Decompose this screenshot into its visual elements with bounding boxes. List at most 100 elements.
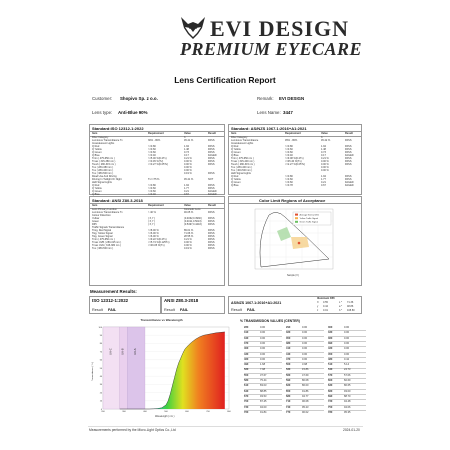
as-result-title: AS/NZS 1067.1:2016+A1:2021 — [231, 301, 282, 305]
x-tick-label: 300 — [122, 411, 126, 413]
wavelength-cell: 730 — [244, 405, 249, 409]
ansi_section-row-req: ( X,Y ) — [148, 223, 156, 226]
uv-band — [102, 326, 120, 410]
ansi_section-row-item: Colour Distortion — [92, 214, 111, 217]
transmission-cell: 94.06 — [344, 405, 351, 409]
wavelength-cell: 310 — [244, 331, 249, 335]
ansi_section-row-val: 89.01 % — [184, 229, 194, 232]
iso_section-row-item: Tuv ( 380-500 nm ) — [92, 172, 114, 175]
transmission-cell: 3.98 — [302, 363, 308, 367]
iso_section-row-val: 0.19 % — [184, 172, 192, 175]
illuminant-k2: b * — [339, 308, 343, 312]
ansi_section-row-res: PASS — [208, 211, 215, 214]
ansi_section-row-val: 0.00 % — [184, 241, 192, 244]
ansi_section-row-req: <=5.74 %(0.125Tv) — [148, 241, 170, 244]
as_section-row-item: Tmax ( 315-400 nm ) — [231, 160, 255, 163]
as_section-row-val: 1.94 — [321, 145, 326, 148]
ansi_section-row-res: PASS — [208, 241, 215, 244]
wavelength-cell: 610 — [244, 384, 249, 388]
as_section-row-req: 45% - 80% — [285, 139, 298, 142]
wavelength-cell: 590 — [286, 379, 291, 382]
transmission-cell: 94.00 — [260, 405, 267, 409]
illuminant-k2: a * — [339, 304, 343, 308]
wavelength-cell: 570 — [328, 373, 333, 377]
transmission-cell: 0.00 — [344, 341, 350, 345]
iso_section-row-item: Tmin ( 475-650 nm ) — [92, 157, 115, 160]
iso-result-label: Result — [92, 308, 103, 312]
as_section-row-item: Q Yellow — [231, 178, 241, 181]
iso_section-row-val: 0.00 % — [184, 169, 192, 172]
transmission-cell: 0.00 — [260, 326, 266, 329]
remark-value: EVI DESIGN — [279, 96, 305, 101]
iso_section-row-val: 0.00 % — [184, 166, 192, 169]
as_section-row-item: Q Green — [231, 181, 241, 184]
as_section-row-req: >=0.40 — [285, 154, 293, 157]
wavelength-cell: 460 — [244, 357, 249, 361]
iso_section-row-req: Tv>=75 % — [148, 178, 160, 181]
ansi-standard-box: Standard: ANSI Z80.3-2018 Item Requireme… — [89, 196, 225, 286]
as_section-row-item: Tuv ( 400-500 nm ) — [231, 169, 253, 172]
ansi_section-row-req: > 40 % — [148, 211, 156, 214]
ansi_section-row-val: Cosmetic Lens — [184, 208, 201, 211]
transmission-xlabel: Wavelength ( nm ) — [155, 415, 175, 418]
transmission-cell: 80.08 — [302, 379, 309, 382]
transmission-cell: 90.02 — [302, 410, 309, 414]
y-tick-label: 10 — [100, 401, 103, 403]
legend-yellow: Yellow Traffic Signal — [300, 217, 319, 220]
transmission-cell: 93.00 — [344, 389, 351, 393]
wavelength-cell: 660 — [328, 389, 333, 393]
wavelength-cell: 580 — [244, 379, 249, 382]
iso_section-row-val: 45.41 % — [184, 178, 194, 181]
wavelength-cell: 700 — [244, 400, 249, 404]
lens-type-label: Lens type: — [92, 110, 113, 115]
iso_section-row-req: <=0.27 %(0.05Tv) — [148, 163, 169, 166]
iso_section-row-item: Tmax ( 315-380 nm ) — [92, 160, 116, 163]
y-tick-label: 60 — [100, 360, 103, 362]
transmission-cell: 75.44 — [260, 379, 267, 382]
ansi-col-requirement: Requirement — [148, 204, 164, 207]
iso_section-row-res: PASS — [208, 160, 215, 163]
illuminant-v: 0.01 — [323, 308, 328, 312]
ansi_section-row-val: 46.05 % — [184, 211, 194, 214]
y-tick-label: 70 — [100, 351, 103, 353]
transmission-cell: 0.00 — [302, 336, 308, 340]
iso_section-row-res: PASS — [208, 145, 215, 148]
transmission-cell: 87.45 — [260, 400, 267, 404]
x-tick-label: 200 — [101, 411, 105, 413]
transmission-area — [119, 331, 225, 409]
as_section-row-res: PASS — [345, 145, 352, 148]
wavelength-cell: 350 — [286, 336, 291, 340]
as_section-row-item: LED Signal Lights — [231, 172, 251, 175]
iso-standard-box: Standard:ISO 12312-1:2022 Item Requireme… — [89, 124, 225, 196]
iso_section-row-res: PASS — [208, 184, 215, 187]
ansi-col-value: Value — [184, 204, 191, 207]
ansi_section-row-item: Tmin ( 475-650 nm ) — [92, 238, 115, 241]
transmission-cell: 82.69 — [344, 379, 351, 382]
fox-logo-icon — [181, 17, 205, 39]
customer-label: Customer: — [92, 96, 113, 101]
brand-name: EVI DESIGN — [210, 16, 349, 41]
ansi_section-row-item: Tmax UVB ( 280-315 nm ) — [92, 241, 122, 244]
transmission-cell: 0.00 — [344, 326, 350, 329]
wavelength-cell: 430 — [244, 352, 249, 356]
x-tick-label: 800 — [227, 411, 231, 413]
as_section-row-res: PASS — [345, 157, 352, 160]
transmission-cell: 37.67 — [260, 373, 267, 377]
ansi_section-row-res: PASS — [208, 244, 215, 247]
iso_section-row-req: >=0.60 — [148, 148, 156, 151]
iso-col-result: Result — [208, 132, 216, 135]
iso-col-requirement: Requirement — [148, 132, 164, 135]
customer-value: Shopivo Sp. z o.o. — [120, 96, 158, 101]
iso_section-row-val: 3 — [184, 136, 186, 139]
as_section-row-item: Q Blue — [231, 154, 239, 157]
iso_section-row-res: PASS — [208, 151, 215, 154]
as_section-row-item: Tmin ( 475-650 nm ) — [231, 157, 254, 160]
ansi-result-title: ANSI Z80.3-2018 — [164, 298, 199, 303]
ansi_section-row-item: Tsig, Yellow Signal — [92, 232, 113, 235]
uv-band-label: UV-C — [108, 348, 112, 355]
wavelength-cell: 470 — [286, 357, 291, 361]
as_section-row-res: FAILED — [345, 184, 354, 187]
transmission-ylabel: Transmittance ( % ) — [91, 362, 94, 381]
ansi_section-row-item: Lens Primary Function — [92, 208, 118, 211]
